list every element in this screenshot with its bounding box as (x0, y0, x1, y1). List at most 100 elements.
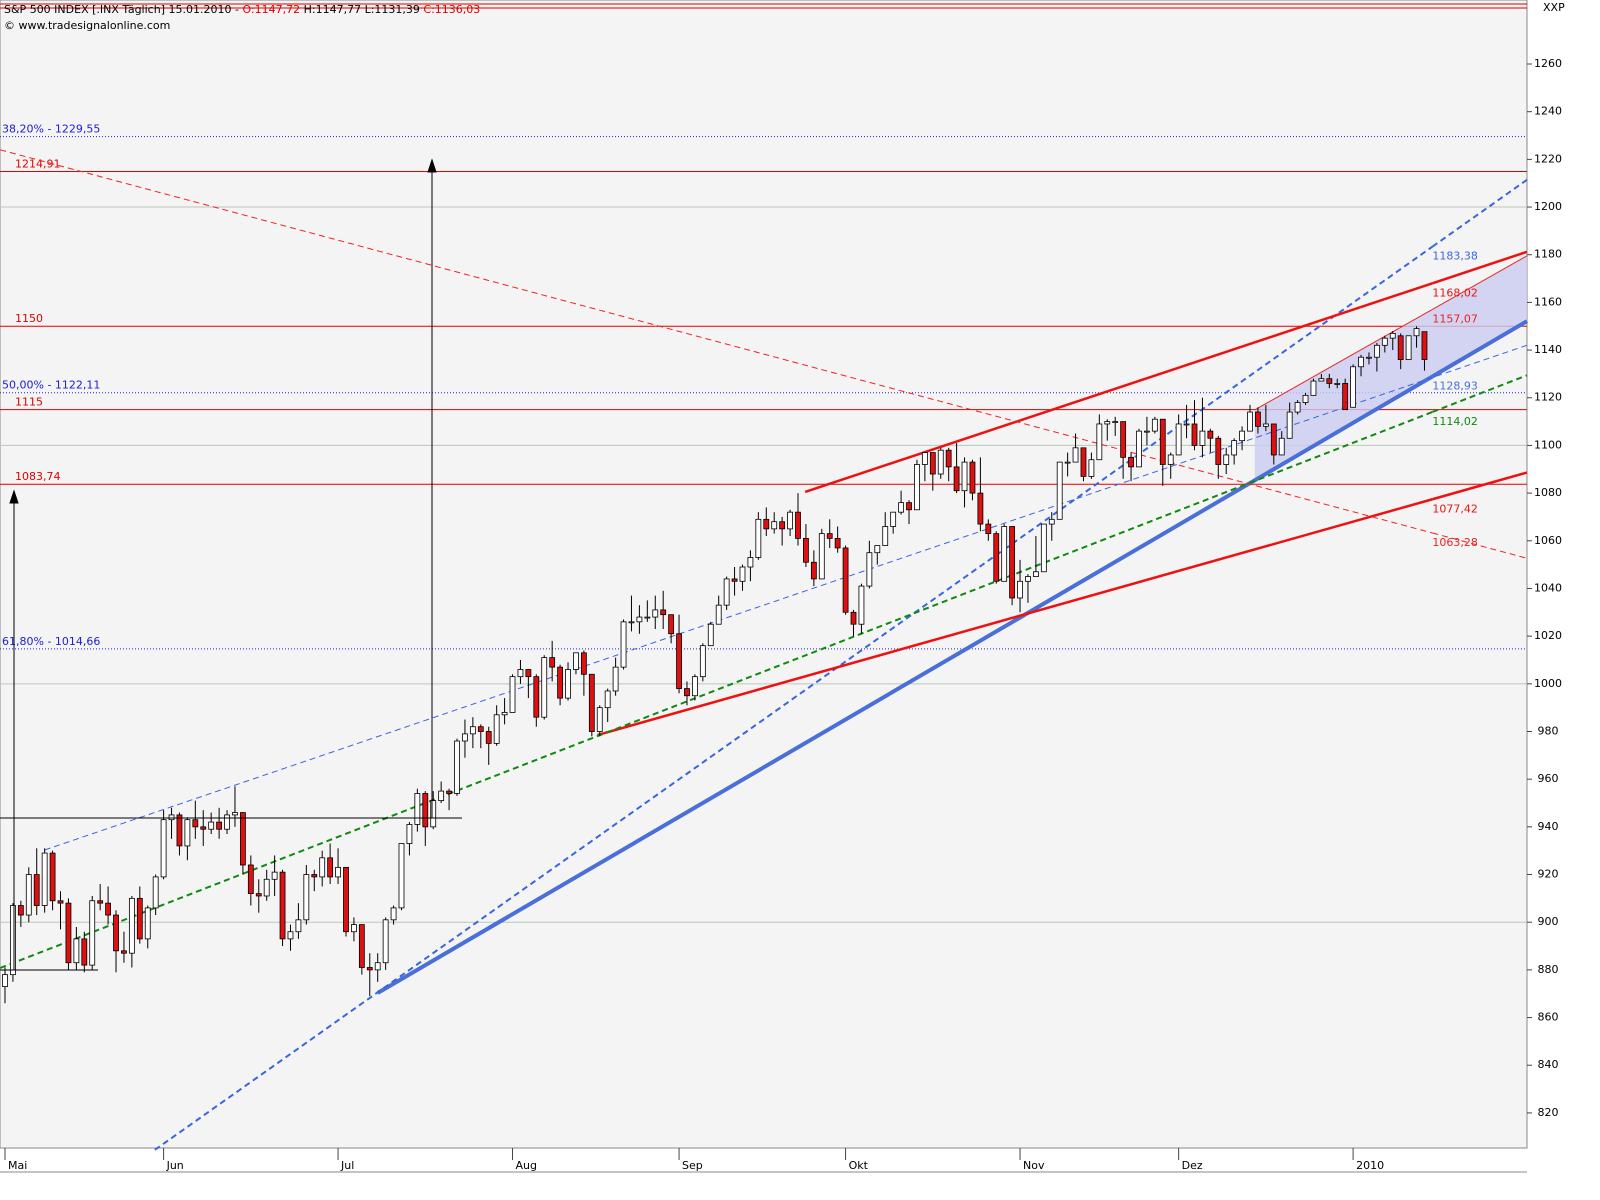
candle-body (1167, 454, 1174, 465)
candle-body (327, 857, 334, 878)
candle-body (779, 521, 786, 530)
arrow-head (427, 158, 437, 173)
x-tick-label: Jun (166, 1159, 184, 1172)
candle-body (890, 511, 897, 527)
y-tick-label: 1060 (1534, 534, 1562, 547)
candle-body (422, 793, 429, 828)
y-tick-label: 980 (1538, 724, 1559, 737)
axis-label: XXP (1543, 1, 1565, 14)
candle-body (239, 812, 246, 866)
candle-body (1025, 576, 1031, 582)
candle-body (612, 666, 619, 692)
candle-body (565, 669, 571, 699)
trend-label: 1128,93 (1432, 379, 1478, 392)
header-close: C:1136,03 (423, 3, 480, 16)
candle-body (232, 812, 238, 816)
candle-body (454, 740, 460, 794)
candles-layer (2, 326, 1428, 1004)
candle-body (1318, 378, 1325, 382)
candle-body (17, 905, 24, 916)
candle-body (747, 557, 754, 568)
candle-body (247, 864, 254, 894)
candle-body (1358, 356, 1364, 368)
candle-body (1001, 526, 1008, 582)
candle-body (343, 866, 349, 933)
candle-body (945, 449, 952, 468)
candle-body (929, 452, 936, 475)
candle-body (485, 731, 492, 744)
trend-line (1254, 308, 1433, 411)
candle-body (89, 900, 96, 966)
candle-body (1017, 580, 1023, 599)
candle-body (1112, 421, 1119, 423)
candle-body (557, 666, 563, 699)
candle-body (842, 547, 849, 613)
candle-body (1302, 394, 1309, 403)
candle-body (525, 669, 532, 678)
trend-line (804, 282, 1433, 494)
measure-arrows (0, 158, 462, 971)
y-tick-label: 1240 (1534, 105, 1562, 118)
level-label: 1115 (15, 396, 43, 409)
candle-body (723, 578, 730, 606)
candle-body (1231, 440, 1238, 456)
candle-body (351, 924, 357, 933)
trend-line (0, 149, 1433, 534)
candle-body (49, 852, 56, 902)
candle-body (1223, 454, 1230, 465)
level-label: 1214,91 (15, 157, 61, 170)
candle-body (1286, 411, 1293, 439)
candle-body (993, 533, 1000, 582)
candle-body (121, 950, 127, 954)
candle-body (477, 726, 484, 732)
candle-body (715, 604, 722, 625)
candle-body (65, 902, 72, 964)
candle-body (699, 645, 706, 678)
candle-body (469, 726, 476, 735)
candle-body (1207, 430, 1214, 439)
candle-body (113, 914, 119, 952)
candle-body (1088, 459, 1095, 477)
candle-body (1159, 418, 1166, 465)
candle-body (311, 874, 318, 878)
candle-body (549, 657, 556, 668)
candle-body (192, 819, 199, 828)
x-tick-label: 2010 (1356, 1159, 1384, 1172)
candle-body (1381, 337, 1388, 346)
candle-body (438, 790, 445, 802)
candle-body (1040, 523, 1047, 573)
candle-body (176, 814, 183, 847)
candle-body (1080, 447, 1087, 477)
x-tick-label: Jul (340, 1159, 354, 1172)
candle-body (1255, 411, 1261, 427)
candle-body (1199, 430, 1206, 446)
candle-body (25, 874, 32, 916)
x-tick-label: Nov (1023, 1159, 1045, 1172)
trend-label: 1157,07 (1432, 312, 1478, 325)
channel-fill (1254, 255, 1527, 481)
candle-body (1326, 378, 1333, 384)
candle-body (1120, 421, 1127, 458)
candle-body (1421, 331, 1428, 360)
candle-body (1215, 437, 1222, 465)
candle-body (1136, 430, 1142, 468)
candle-body (128, 897, 135, 954)
candle-body (382, 919, 389, 964)
trend-line (154, 245, 1433, 1151)
level-label: 61,80% - 1014,66 (2, 635, 100, 648)
y-tick-label: 840 (1538, 1058, 1559, 1071)
candle-body (644, 616, 651, 619)
candle-body (1397, 335, 1404, 361)
trend-label: 1168,02 (1432, 286, 1478, 299)
x-tick-label: Dez (1182, 1159, 1203, 1172)
candle-body (1128, 456, 1134, 468)
candle-body (398, 843, 405, 909)
candle-body (279, 871, 286, 940)
candle-body (906, 502, 912, 511)
y-tick-label: 820 (1538, 1106, 1559, 1119)
candle-body (731, 578, 738, 582)
candle-body (676, 633, 682, 689)
candle-body (366, 967, 373, 971)
trend-line-extension (1431, 319, 1529, 379)
